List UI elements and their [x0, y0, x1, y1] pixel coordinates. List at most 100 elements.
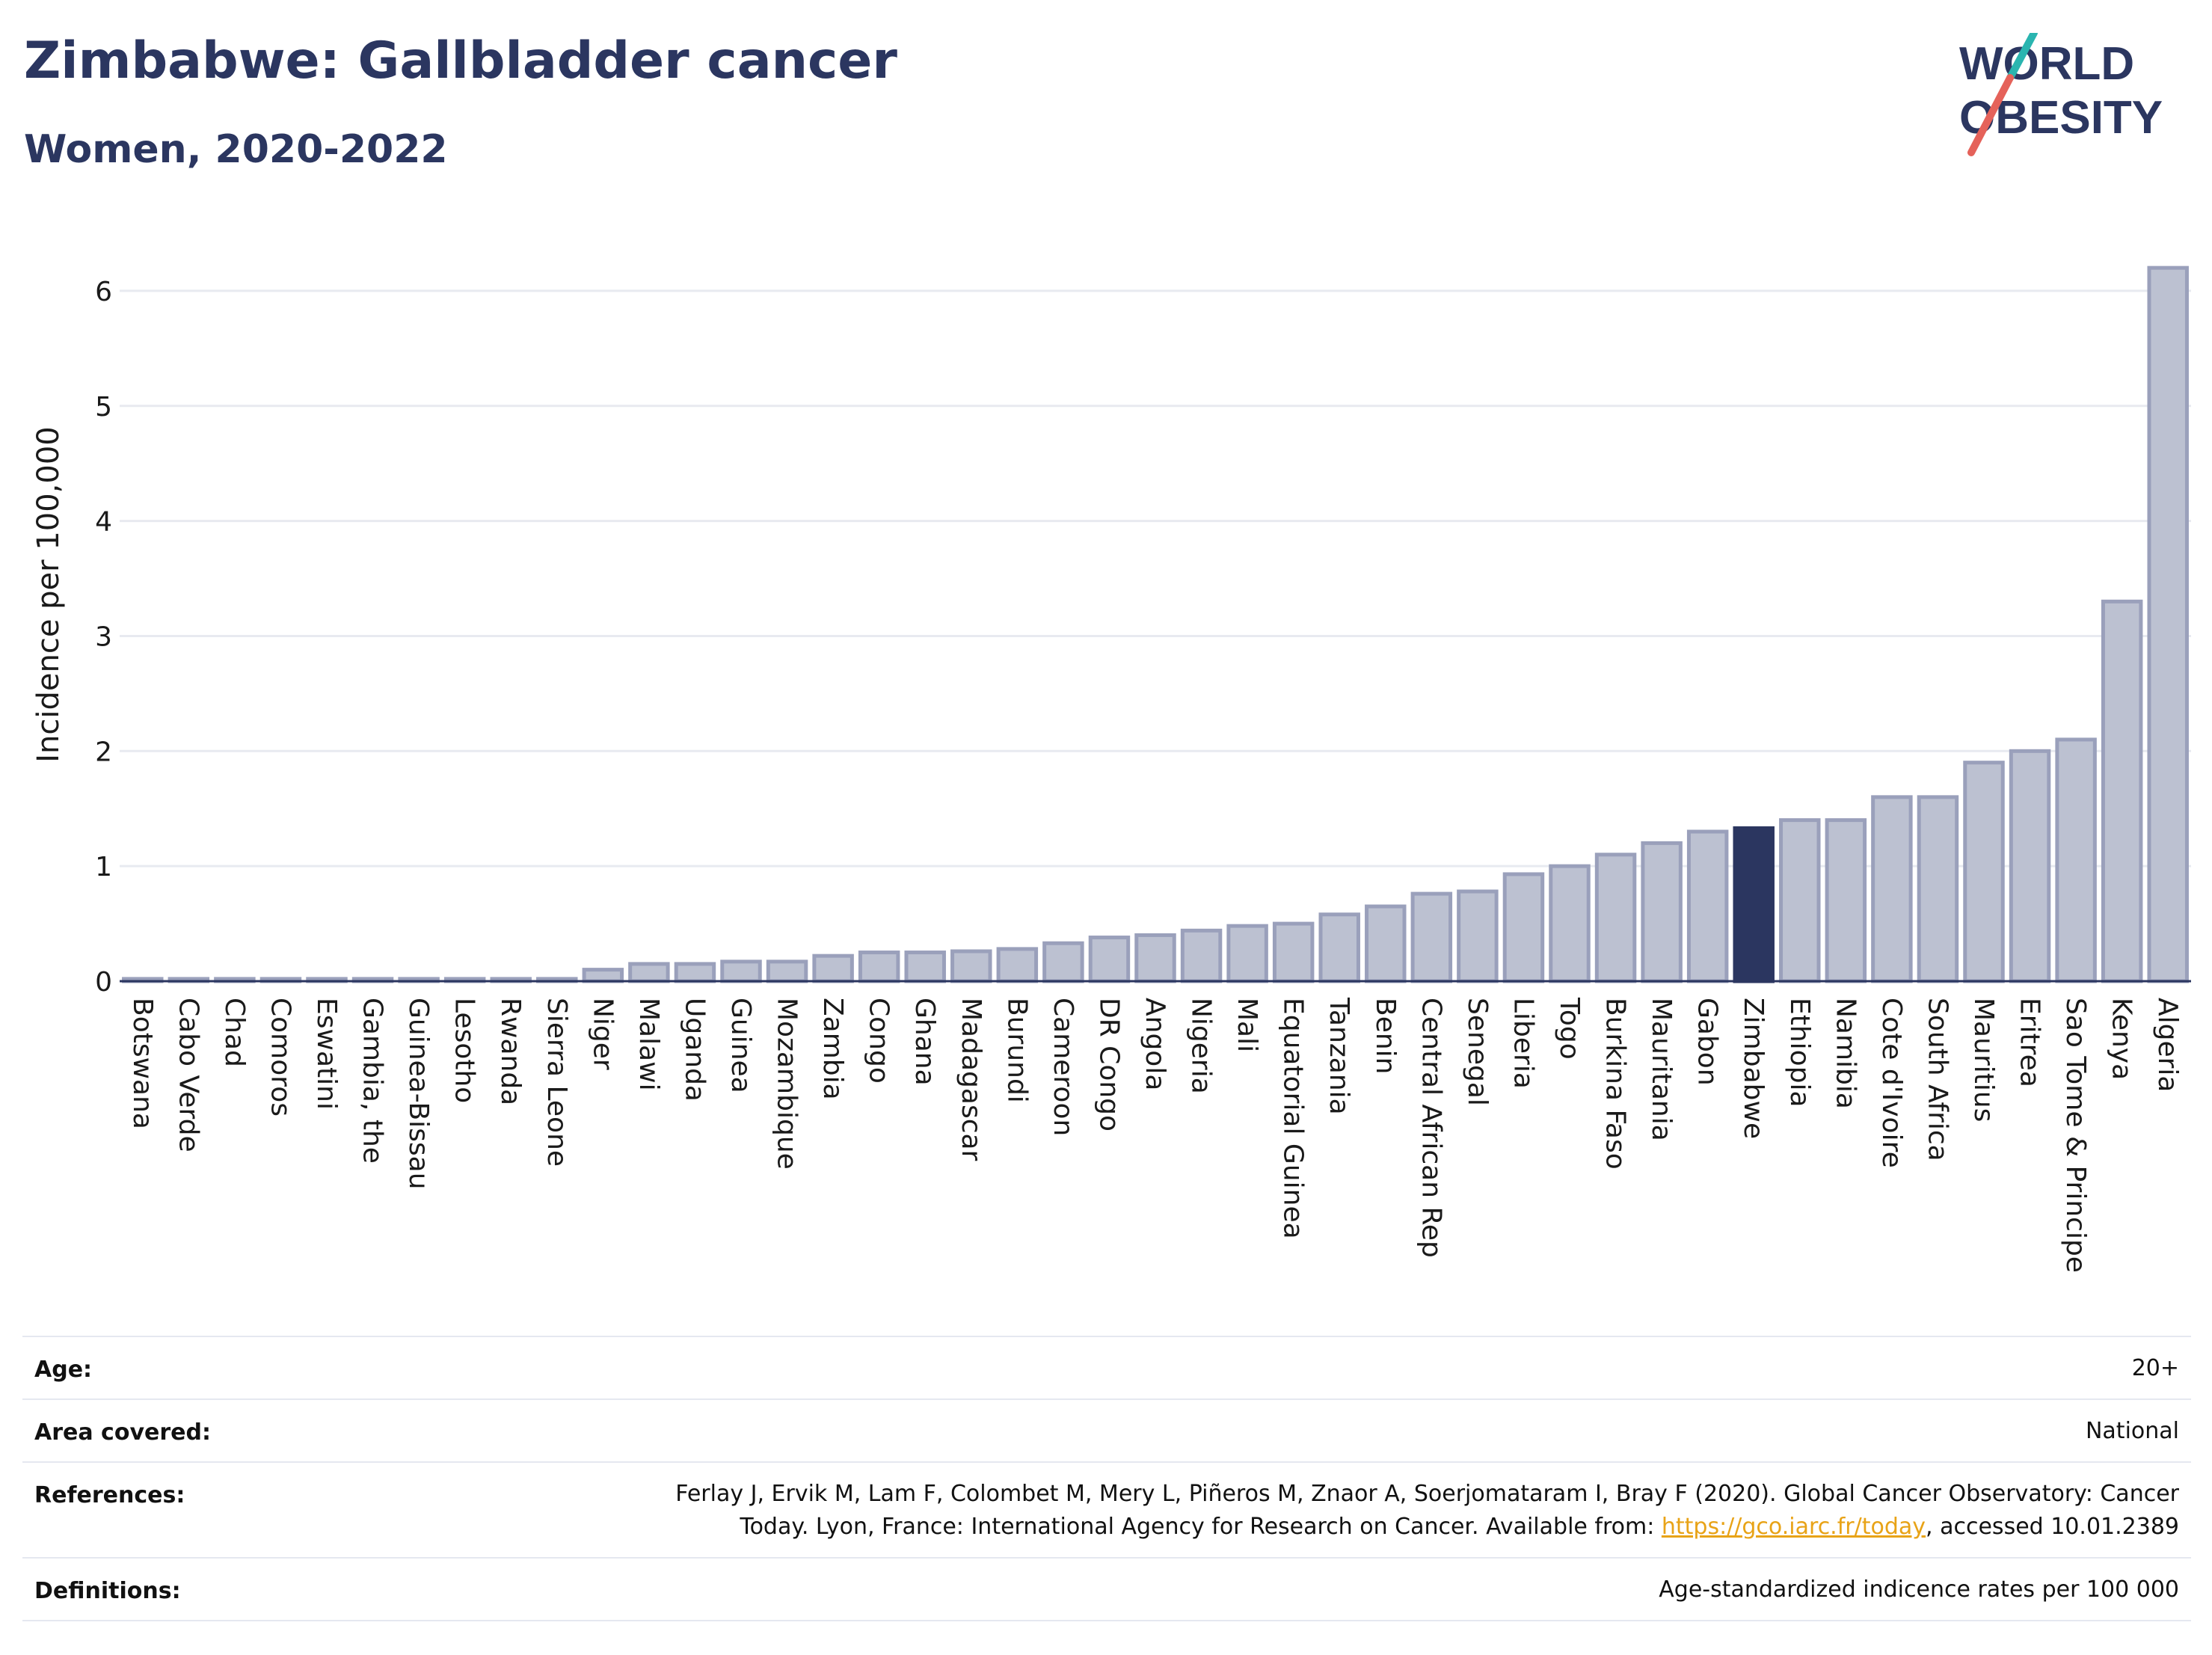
bar-tanzania [1318, 912, 1360, 983]
x-tick-label: Burundi [1001, 998, 1032, 1103]
x-tick-label: Uganda [679, 998, 710, 1102]
y-tick-label: 6 [95, 277, 112, 307]
y-tick-label: 4 [95, 507, 112, 538]
x-tick-label: Botswana [127, 998, 158, 1129]
bar-mauritius [1963, 761, 2005, 983]
bar-burundi [996, 947, 1039, 983]
meta-row-area: Area covered: National [22, 1398, 2191, 1461]
y-tick-label: 5 [95, 392, 112, 423]
bar-madagascar [950, 949, 992, 983]
x-tick-label: Namibia [1830, 998, 1861, 1109]
bar-ghana [904, 951, 946, 983]
x-tick-label: Gabon [1692, 998, 1723, 1086]
x-tick-label: Rwanda [495, 998, 526, 1105]
x-tick-label: Togo [1554, 997, 1585, 1060]
x-tick-label: Eritrea [2015, 998, 2045, 1087]
age-label: Age: [34, 1357, 93, 1383]
x-tick-label: Madagascar [956, 998, 986, 1161]
x-tick-label: Central African Rep [1416, 998, 1446, 1258]
bar-angola [1134, 933, 1176, 983]
x-tick-label: Comoros [265, 998, 295, 1117]
x-tick-label: Equatorial Guinea [1278, 998, 1309, 1239]
x-tick-label: Ethiopia [1784, 998, 1815, 1108]
y-tick-label: 0 [95, 967, 112, 998]
bar-liberia [1502, 872, 1545, 983]
logo-slash-red [1967, 74, 2014, 156]
bar-nigeria [1180, 928, 1223, 983]
x-tick-label: Eswatini [311, 998, 342, 1110]
x-tick-label: Cabo Verde [173, 998, 203, 1152]
bar-togo [1549, 864, 1591, 983]
bar-gabon [1686, 829, 1729, 983]
x-tick-label: Mauritius [1968, 998, 1999, 1122]
meta-row-age: Age: 20+ [22, 1336, 2191, 1398]
x-tick-label: Benin [1370, 998, 1401, 1074]
x-tick-label: South Africa [1922, 998, 1953, 1161]
references-line2-suffix: , accessed 10.01.2389 [1926, 1514, 2179, 1540]
chart-subtitle: Women, 2020-2022 [24, 127, 448, 172]
x-tick-label: Senegal [1462, 998, 1493, 1106]
x-tick-label: Sierra Leone [541, 998, 572, 1167]
references-value: Ferlay J, Ervik M, Lam F, Colombet M, Me… [459, 1478, 2179, 1544]
area-label: Area covered: [34, 1419, 211, 1446]
x-tick-label: Guinea [725, 998, 756, 1093]
x-tick-label: Chad [219, 998, 250, 1067]
x-tick-label: Liberia [1508, 998, 1538, 1089]
y-tick-label: 2 [95, 737, 112, 767]
x-tick-label: Mauritania [1646, 998, 1677, 1141]
x-tick-label: Kenya [2107, 998, 2137, 1080]
bar-dr-congo [1088, 936, 1131, 983]
bar-zambia [812, 954, 854, 983]
bar-sao-tome-principe [2055, 737, 2097, 983]
bar-benin [1365, 904, 1407, 983]
bar-south-africa [1917, 795, 1959, 983]
y-tick-label: 1 [95, 852, 112, 882]
metadata-table: Age: 20+ Area covered: National Referenc… [22, 1336, 2191, 1621]
x-tick-label: Lesotho [449, 998, 480, 1103]
x-tick-label: Ghana [909, 998, 940, 1086]
bar-mali [1226, 924, 1268, 983]
x-tick-label: Tanzania [1324, 997, 1354, 1115]
x-tick-label: Niger [587, 998, 618, 1070]
references-line2: Today. Lyon, France: International Agenc… [459, 1511, 2179, 1544]
x-tick-label: Mozambique [772, 998, 802, 1170]
bars [122, 265, 2189, 983]
references-line1: Ferlay J, Ervik M, Lam F, Colombet M, Me… [675, 1481, 2179, 1507]
y-axis-ticks: 0 1 2 3 4 5 6 [95, 277, 112, 998]
x-tick-label: DR Congo [1093, 998, 1124, 1132]
bar-senegal [1457, 889, 1499, 983]
bar-niger [582, 968, 624, 983]
references-link[interactable]: https://gco.iarc.fr/today [1661, 1514, 1926, 1540]
references-label: References: [34, 1482, 185, 1508]
definitions-value: Age-standardized indicence rates per 100… [1659, 1576, 2179, 1603]
gridlines [120, 289, 2191, 868]
bar-congo [858, 951, 900, 983]
x-tick-label: Nigeria [1186, 998, 1217, 1094]
bar-malawi [628, 962, 670, 983]
x-tick-label: Sao Tome & Principe [2060, 998, 2091, 1273]
bar-ethiopia [1779, 818, 1821, 983]
bar-guinea [720, 959, 762, 983]
x-tick-label: Burkina Faso [1600, 998, 1631, 1170]
bar-mozambique [766, 959, 808, 983]
x-tick-label: Zambia [817, 998, 848, 1100]
x-tick-label: Cote d'Ivoire [1876, 998, 1907, 1168]
area-value: National [2085, 1418, 2179, 1444]
definitions-label: Definitions: [34, 1578, 181, 1604]
x-tick-label: Cameroon [1048, 998, 1078, 1136]
meta-row-definitions: Definitions: Age-standardized indicence … [22, 1557, 2191, 1621]
bar-cote-d-ivoire [1871, 795, 1913, 983]
x-tick-label: Congo [864, 998, 894, 1084]
bar-namibia [1825, 818, 1867, 983]
bar-zimbabwe [1733, 826, 1775, 983]
bar-cameroon [1042, 941, 1084, 983]
bar-chart: 0 1 2 3 4 5 6 Botswana Cabo Verde Chad Comoros Esw… [31, 265, 2191, 1273]
x-tick-label: Algeria [2152, 998, 2183, 1093]
x-tick-label: Angola [1140, 998, 1170, 1090]
meta-row-references: References: Ferlay J, Ervik M, Lam F, Co… [22, 1461, 2191, 1557]
logo-slash-teal [2006, 33, 2038, 82]
x-tick-label: Malawi [633, 998, 664, 1091]
y-axis-label: Incidence per 100,000 [31, 426, 66, 763]
bar-mauritania [1641, 841, 1683, 983]
bar-equatorial-guinea [1272, 921, 1315, 983]
